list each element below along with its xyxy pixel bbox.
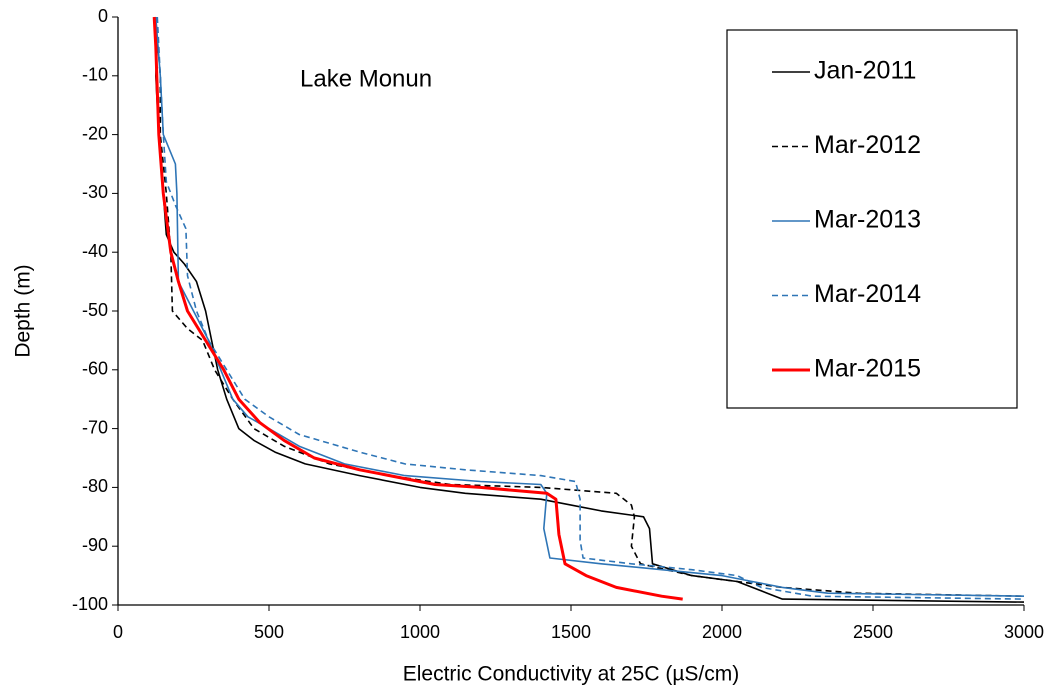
x-tick-label: 1000 (400, 622, 440, 642)
line-series (155, 16, 1025, 597)
y-tick-label: -30 (82, 182, 108, 202)
x-tick-label: 1500 (551, 622, 591, 642)
y-tick-label: -40 (82, 241, 108, 261)
y-tick-label: -100 (72, 594, 108, 614)
x-tick-label: 0 (113, 622, 123, 642)
legend-label: Mar-2015 (814, 355, 921, 383)
y-tick-label: -60 (82, 359, 108, 379)
annotation: Lake Monun (300, 65, 432, 92)
line-series (156, 16, 1025, 600)
x-tick-label: 2500 (853, 622, 893, 642)
x-tick-label: 500 (254, 622, 284, 642)
legend-label: Mar-2013 (814, 206, 921, 234)
y-tick-label: -20 (82, 123, 108, 143)
x-tick-label: 2000 (702, 622, 742, 642)
legend-label: Mar-2014 (814, 280, 921, 308)
y-tick-label: -10 (82, 65, 108, 85)
y-tick-label: -90 (82, 535, 108, 555)
x-tick-label: 3000 (1004, 622, 1044, 642)
line-series (152, 16, 683, 601)
y-tick-label: 0 (98, 6, 108, 26)
legend-label: Mar-2012 (814, 131, 921, 159)
legend-label: Jan-2011 (814, 57, 916, 85)
y-tick-label: -80 (82, 476, 108, 496)
y-axis-label: Depth (m) (12, 264, 35, 357)
legend-box (726, 29, 1018, 409)
x-axis-label: Electric Conductivity at 25C (µS/cm) (403, 663, 740, 686)
y-tick-label: -70 (82, 417, 108, 437)
y-tick-label: -50 (82, 300, 108, 320)
